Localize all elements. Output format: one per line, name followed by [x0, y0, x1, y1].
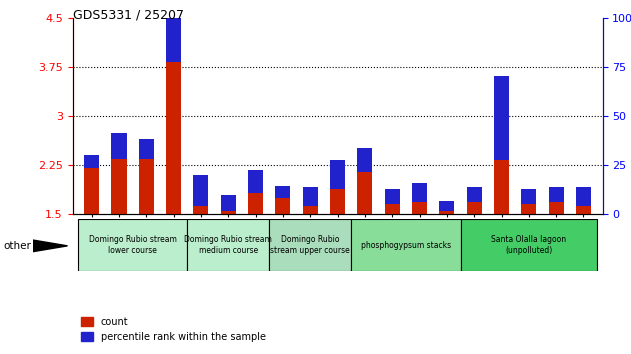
Bar: [385, 204, 400, 214]
Bar: [275, 198, 290, 214]
Bar: [139, 159, 154, 214]
Text: GDS5331 / 25207: GDS5331 / 25207: [73, 9, 184, 22]
Text: Domingo Rubio
stream upper course: Domingo Rubio stream upper course: [271, 235, 350, 255]
Bar: [112, 133, 127, 159]
Bar: [576, 187, 591, 206]
Text: other: other: [3, 241, 31, 251]
Bar: [303, 187, 318, 206]
Bar: [439, 201, 454, 211]
Text: Domingo Rubio stream
medium course: Domingo Rubio stream medium course: [184, 235, 272, 255]
Bar: [112, 159, 127, 214]
Bar: [548, 202, 563, 214]
Bar: [330, 160, 345, 189]
Bar: [548, 187, 563, 202]
Bar: [439, 211, 454, 214]
Bar: [521, 204, 536, 214]
Bar: [194, 175, 208, 206]
Text: phosphogypsum stacks: phosphogypsum stacks: [361, 241, 451, 250]
Bar: [194, 206, 208, 214]
Bar: [467, 202, 481, 214]
Bar: [187, 219, 269, 271]
Bar: [357, 148, 372, 172]
Bar: [494, 76, 509, 160]
Bar: [84, 155, 99, 169]
Bar: [248, 193, 263, 214]
Bar: [461, 219, 597, 271]
Bar: [412, 202, 427, 214]
Bar: [248, 170, 263, 193]
Bar: [269, 219, 351, 271]
Bar: [221, 211, 236, 214]
Bar: [84, 169, 99, 214]
Bar: [351, 219, 461, 271]
Bar: [166, 0, 181, 62]
Bar: [412, 183, 427, 202]
Bar: [303, 206, 318, 214]
Bar: [221, 195, 236, 211]
Bar: [139, 139, 154, 159]
Bar: [385, 189, 400, 204]
Text: Santa Olalla lagoon
(unpolluted): Santa Olalla lagoon (unpolluted): [492, 235, 567, 255]
Bar: [330, 189, 345, 214]
Bar: [78, 219, 187, 271]
Bar: [576, 206, 591, 214]
Bar: [494, 160, 509, 214]
Bar: [467, 187, 481, 202]
Bar: [275, 186, 290, 198]
Polygon shape: [33, 240, 68, 252]
Legend: count, percentile rank within the sample: count, percentile rank within the sample: [78, 313, 269, 346]
Bar: [357, 172, 372, 214]
Bar: [166, 62, 181, 214]
Text: Domingo Rubio stream
lower course: Domingo Rubio stream lower course: [89, 235, 177, 255]
Bar: [521, 189, 536, 204]
